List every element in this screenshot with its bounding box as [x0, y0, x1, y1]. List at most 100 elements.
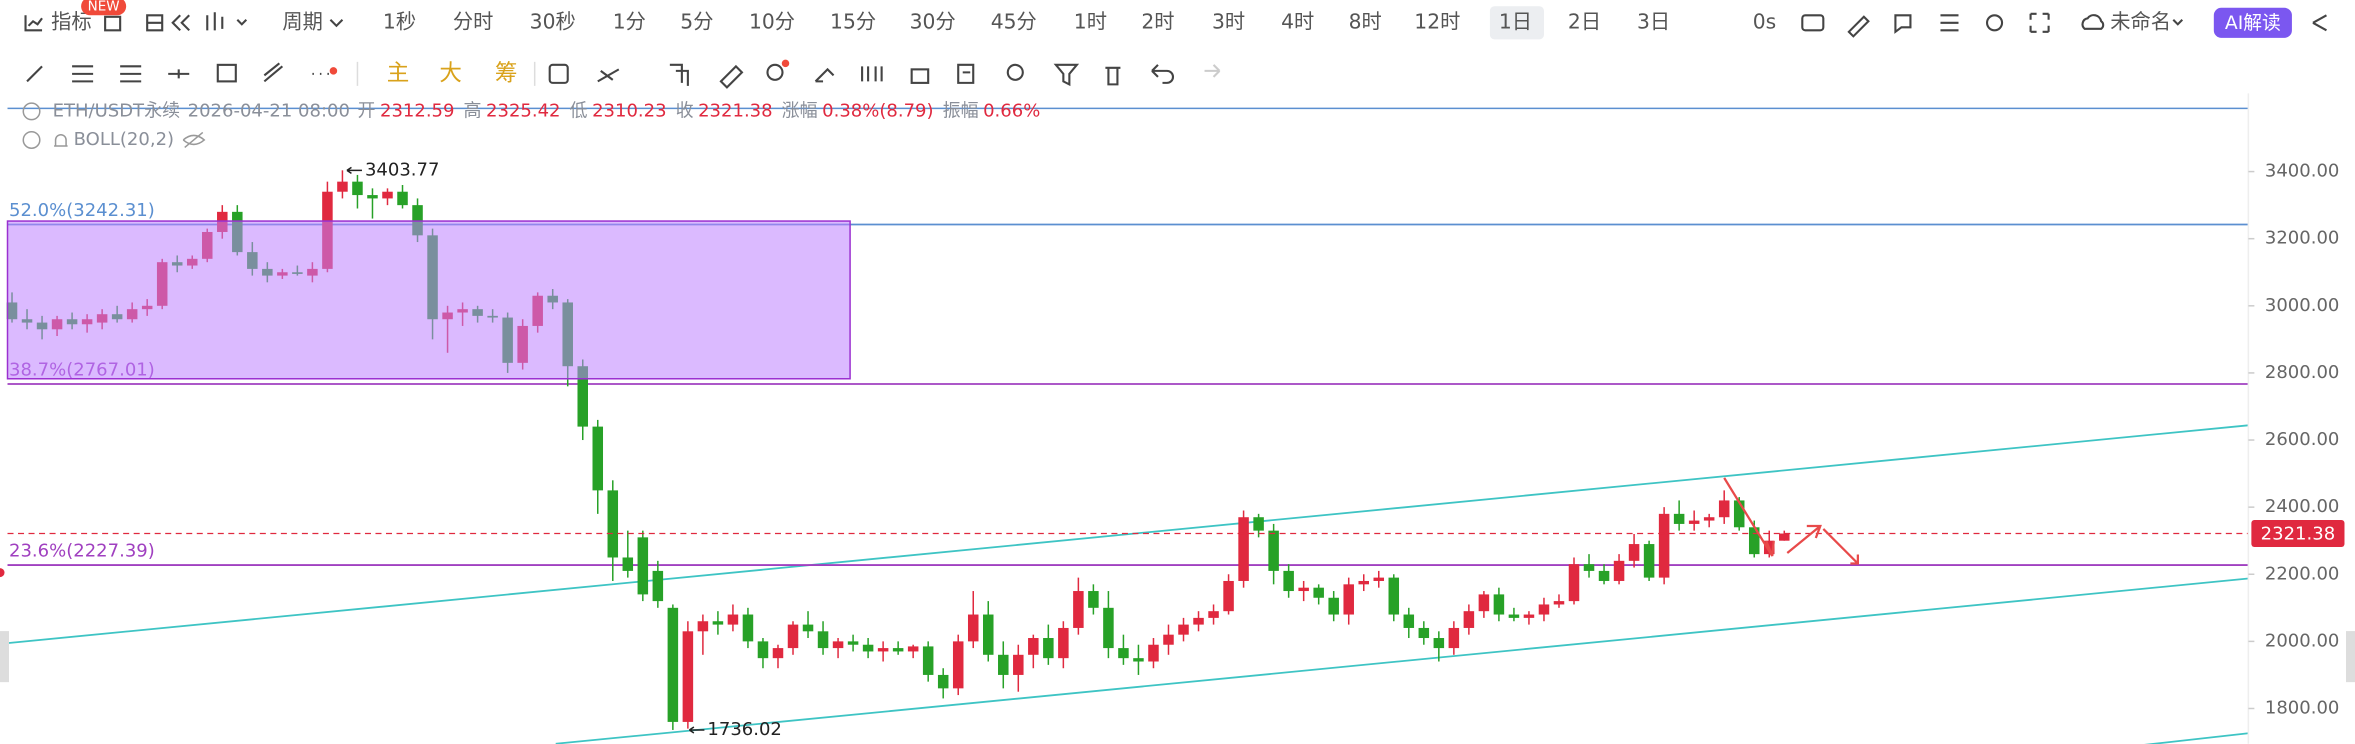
tool[interactable] — [548, 63, 569, 84]
icon — [2172, 19, 2184, 26]
channel-line — [555, 577, 2249, 744]
tool[interactable] — [26, 65, 43, 83]
candle-body — [1313, 587, 1324, 598]
interval-button[interactable]: 1分 — [613, 9, 646, 33]
share-button[interactable] — [2312, 14, 2327, 32]
right-handle[interactable] — [2345, 631, 2355, 683]
candle-body — [847, 641, 859, 645]
candle-body — [577, 366, 588, 427]
tool[interactable] — [910, 68, 930, 84]
interval-button[interactable]: 45分 — [991, 9, 1037, 33]
field-value: 2310.23 — [592, 100, 667, 121]
tool[interactable] — [814, 67, 835, 83]
candle-body — [652, 570, 664, 602]
tool[interactable] — [861, 66, 883, 82]
candle-body — [862, 644, 874, 652]
interval-button[interactable]: 3日 — [1637, 9, 1670, 33]
tool[interactable] — [216, 63, 237, 83]
candle-body — [1343, 584, 1354, 615]
interval-button[interactable]: 1日 — [1499, 9, 1532, 33]
redo[interactable] — [1204, 64, 1221, 78]
icon[interactable] — [1894, 14, 1912, 34]
tool[interactable] — [263, 62, 284, 83]
period-button[interactable]: 周期 — [282, 9, 323, 33]
overlay-tag[interactable]: 主 — [387, 60, 410, 86]
interval-button[interactable]: 10分 — [749, 9, 795, 33]
candle-body — [1268, 530, 1279, 571]
filter-tool[interactable] — [1053, 63, 1080, 87]
candle-body — [1163, 634, 1174, 645]
candle-body — [1283, 570, 1294, 592]
y-tick-label: 2600.00 — [2265, 429, 2340, 450]
tool[interactable] — [957, 63, 975, 84]
field-value: 2325.42 — [486, 100, 561, 121]
settings-button[interactable] — [1985, 14, 2004, 32]
icon[interactable] — [171, 14, 190, 32]
layout-name[interactable]: 未命名 — [2110, 9, 2171, 33]
interval-button[interactable]: 5分 — [680, 9, 713, 33]
interval-button[interactable]: 2时 — [1141, 9, 1174, 33]
tool[interactable] — [72, 65, 94, 83]
candle-body — [1523, 614, 1535, 618]
tool[interactable] — [597, 68, 620, 83]
y-tick-label: 3400.00 — [2265, 161, 2340, 182]
candle-body — [1463, 611, 1475, 628]
candle-body — [1223, 580, 1234, 612]
fullscreen-button[interactable] — [2029, 12, 2050, 33]
tool[interactable] — [719, 64, 744, 89]
candle-body — [802, 624, 814, 632]
interval-button[interactable]: 15分 — [830, 9, 876, 33]
icon[interactable] — [146, 14, 164, 32]
interval-button[interactable]: 1时 — [1074, 9, 1107, 33]
candle-body — [1373, 577, 1385, 581]
interval-button[interactable]: 1秒 — [383, 9, 416, 33]
interval-button[interactable]: 分时 — [453, 9, 494, 33]
candle-body — [397, 191, 408, 206]
candle-body — [352, 181, 363, 196]
candle-body — [832, 641, 844, 649]
left-handle[interactable] — [0, 631, 10, 683]
candle-body — [1748, 527, 1760, 555]
interval-button[interactable]: 2日 — [1568, 9, 1601, 33]
overlay-tag[interactable]: 筹 — [495, 60, 518, 86]
candle-body — [1673, 513, 1685, 524]
candle-body — [817, 631, 829, 649]
delete-tool[interactable] — [1105, 66, 1121, 86]
ai-button[interactable]: AI解读 — [2225, 12, 2281, 34]
tool[interactable] — [120, 65, 142, 83]
icon[interactable] — [1940, 14, 1959, 32]
indicator-icon — [24, 15, 43, 32]
low-marker: 1736.02 — [707, 719, 782, 740]
alert-icon — [54, 134, 68, 147]
y-tick-label: 2200.00 — [2265, 563, 2340, 584]
collapse-icon[interactable] — [22, 102, 41, 121]
ai-button-bg[interactable] — [2213, 7, 2292, 38]
collapse-icon[interactable] — [22, 130, 41, 149]
candle-body — [337, 181, 348, 192]
interval-button[interactable]: 4时 — [1281, 9, 1314, 33]
screenshot-button[interactable] — [1801, 14, 1825, 32]
undo[interactable] — [1151, 64, 1175, 84]
candle-body — [727, 614, 739, 625]
icon[interactable] — [104, 15, 122, 32]
tool[interactable] — [669, 63, 689, 86]
interval-button[interactable]: 30秒 — [530, 9, 576, 33]
tool[interactable] — [168, 69, 190, 79]
interval-button[interactable]: 8时 — [1349, 9, 1382, 33]
candle-body — [967, 614, 979, 642]
draw-button[interactable] — [1847, 15, 1870, 38]
new-badge-bg — [81, 0, 127, 16]
overlay-tag[interactable]: 大 — [439, 60, 462, 86]
candle-body — [1718, 500, 1730, 518]
tool[interactable] — [766, 63, 784, 81]
candle-body — [592, 426, 604, 491]
tool[interactable] — [1006, 63, 1024, 81]
cloud-icon — [2081, 14, 2105, 30]
fib-label: 23.6%(2227.39) — [9, 541, 155, 562]
chart-type-button[interactable] — [206, 12, 248, 31]
interval-button[interactable]: 12时 — [1414, 9, 1460, 33]
timer[interactable]: 0s — [1753, 9, 1776, 33]
visibility-icon[interactable] — [182, 131, 206, 149]
interval-button[interactable]: 30分 — [910, 9, 956, 33]
interval-button[interactable]: 3时 — [1212, 9, 1245, 33]
